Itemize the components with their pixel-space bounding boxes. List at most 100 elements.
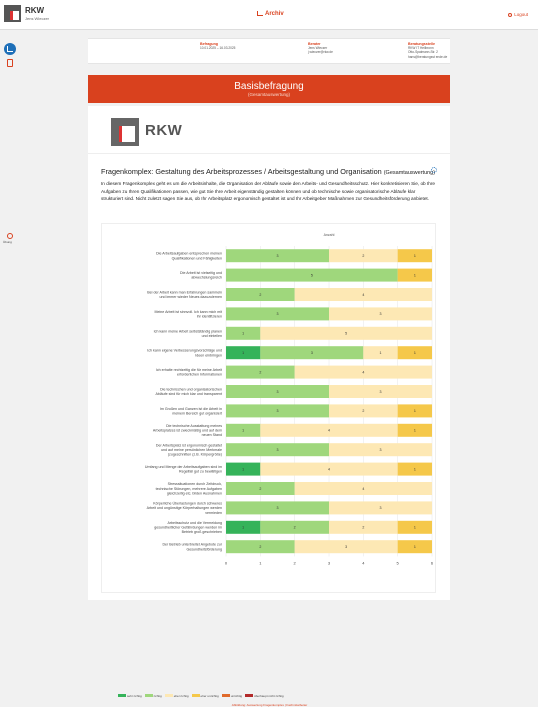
bar-value-label: 1 bbox=[414, 545, 416, 549]
page-subtitle: (Gesamtauswertung) bbox=[247, 92, 291, 97]
bar-segment bbox=[397, 268, 432, 282]
stacked-bar-chart: Anzahl 0 1 2 3 4 5 6 Die Arbeitsaufgaben entspre… bbox=[145, 233, 434, 565]
divider bbox=[88, 153, 450, 154]
bar-value-label: 1 bbox=[414, 409, 416, 413]
bar-segment bbox=[226, 326, 261, 340]
bar-segment bbox=[329, 385, 432, 398]
brand-logo[interactable] bbox=[4, 5, 21, 22]
sidebar-document-icon[interactable] bbox=[7, 59, 13, 67]
category-label: Ich kann eigene Verbesserungsvorschläge … bbox=[147, 349, 222, 358]
legend-swatch bbox=[144, 694, 153, 697]
survey-info: Befragung 10.01.2025 – 16.03.2025 Berate… bbox=[88, 38, 450, 64]
x-tick-label: 1 bbox=[259, 560, 262, 565]
bar-value-label: 1 bbox=[242, 526, 244, 530]
bar-value-label: 4 bbox=[328, 467, 330, 471]
bar-value-label: 1 bbox=[242, 332, 244, 336]
category-label: Bei der Arbeit kann man Erfahrungen samm… bbox=[147, 291, 222, 300]
legend-swatch bbox=[118, 694, 126, 697]
settings-icon[interactable] bbox=[431, 167, 437, 173]
nav-archiv[interactable]: Archiv bbox=[257, 11, 284, 17]
x-tick-label: 6 bbox=[431, 560, 434, 565]
bar-segment bbox=[226, 404, 329, 418]
bar-value-label: 3 bbox=[277, 506, 279, 510]
sidebar-user-icon[interactable] bbox=[7, 233, 13, 239]
category-label: Meine Arbeit ist sinnvoll. Ich kann mich… bbox=[154, 310, 222, 319]
bar-segment bbox=[226, 501, 329, 515]
bar-segment bbox=[226, 249, 329, 263]
bar-segment bbox=[260, 462, 398, 476]
legend-label: unrichtig bbox=[230, 694, 243, 698]
bar-segment bbox=[226, 482, 295, 495]
category-label: Ich kann meine Arbeit selbstständig plan… bbox=[154, 329, 222, 338]
bar-segment bbox=[397, 404, 432, 418]
bar-segment bbox=[329, 307, 432, 321]
bar-value-label: 1 bbox=[414, 526, 416, 530]
bar-value-label: 5 bbox=[345, 332, 347, 336]
beratungsstelle-name: RKW IT Heilbronn bbox=[408, 46, 434, 51]
bar-value-label: 1 bbox=[380, 351, 382, 355]
komplex-description: In diesem Fragenkomplex geht es um die A… bbox=[101, 181, 436, 202]
x-tick-label: 5 bbox=[397, 560, 400, 565]
bar-value-label: 2 bbox=[259, 370, 261, 374]
bar-value-label: 2 bbox=[259, 487, 261, 491]
legend-item: überhaupt nicht richtig bbox=[245, 694, 284, 698]
bar-value-label: 3 bbox=[277, 312, 279, 316]
bar-value-label: 3 bbox=[380, 390, 382, 394]
bar-segment bbox=[397, 520, 432, 534]
bar-value-label: 1 bbox=[414, 467, 416, 471]
top-bar: RKW Jens Wieczer Archiv Logout bbox=[0, 0, 538, 30]
legend-swatch bbox=[221, 694, 230, 697]
nav-archiv-label: Archiv bbox=[265, 11, 284, 17]
logout-button[interactable]: Logout bbox=[508, 12, 528, 17]
bar-value-label: 3 bbox=[277, 254, 279, 258]
chart-container: Anzahl 0 1 2 3 4 5 6 Die Arbeitsaufgaben entspre… bbox=[101, 223, 436, 707]
bar-value-label: 3 bbox=[311, 351, 313, 355]
bar-value-label: 2 bbox=[259, 293, 261, 297]
bar-value-label: 2 bbox=[259, 545, 261, 549]
bar-segment bbox=[260, 326, 432, 340]
info-berater: Berater Jens Wieczer j.wieczer@rkw.de bbox=[308, 42, 333, 55]
legend-swatch bbox=[164, 694, 173, 697]
legend-label: richtig bbox=[153, 694, 162, 698]
bar-segment bbox=[226, 307, 329, 321]
bar-segment bbox=[329, 404, 398, 418]
bar-value-label: 2 bbox=[294, 526, 296, 530]
bar-segment bbox=[226, 268, 398, 282]
beratungsstelle-email: hans@beratungsst ende.de bbox=[408, 54, 448, 59]
bar-value-label: 3 bbox=[345, 545, 347, 549]
category-label: Arbeitsschutz und die Vermeidung gesundhe… bbox=[154, 521, 222, 534]
chart-legend: sehr richtig richtig eher richtig eher unri… bbox=[118, 694, 287, 698]
bar-value-label: 1 bbox=[242, 429, 244, 433]
bar-segment bbox=[226, 385, 329, 398]
bar-value-label: 4 bbox=[362, 293, 364, 297]
sidebar-chart-icon[interactable] bbox=[4, 43, 16, 55]
bar-value-label: 5 bbox=[311, 273, 313, 277]
bar-segment bbox=[397, 540, 432, 554]
bar-value-label: 4 bbox=[328, 429, 330, 433]
brand-subtitle: Jens Wieczer bbox=[25, 16, 50, 21]
category-label: Die Arbeitsaufgaben entsprechen meinen Qu… bbox=[156, 252, 222, 261]
bar-value-label: 1 bbox=[414, 273, 416, 277]
bar-segment bbox=[226, 540, 295, 554]
x-tick-label: 3 bbox=[328, 560, 331, 565]
category-label: Die Arbeit ist vielseitig und abwechslung… bbox=[180, 271, 222, 280]
bar-value-label: 1 bbox=[242, 467, 244, 471]
bar-segment bbox=[226, 365, 295, 379]
info-beratungsstelle: Beratungsstelle RKW IT Heilbronn Otto-Sp… bbox=[408, 42, 447, 59]
berater-name: Jens Wieczer bbox=[308, 46, 328, 51]
berater-label: Berater bbox=[308, 42, 321, 46]
info-befragung: Befragung 10.01.2025 – 16.03.2025 bbox=[200, 42, 235, 50]
bar-segment bbox=[226, 423, 261, 437]
bar-value-label: 2 bbox=[362, 254, 364, 258]
legend-label: überhaupt nicht richtig bbox=[254, 694, 284, 698]
bar-value-label: 3 bbox=[380, 448, 382, 452]
beratungsstelle-street: Otto-Spalmann-Str. 2 bbox=[408, 50, 438, 55]
category-label: Körperliche Überlastungen durch schweres… bbox=[147, 502, 223, 515]
rkw-logo-text: RKW bbox=[145, 122, 183, 139]
category-label: Die technische Ausstattung meines Arbeits… bbox=[153, 424, 222, 437]
chart-source: Abbildung: Auswertung Fragenkomplex | Fa… bbox=[231, 703, 308, 707]
x-tick-label: 0 bbox=[225, 560, 228, 565]
logout-icon bbox=[508, 13, 513, 17]
legend-swatch bbox=[191, 694, 200, 697]
category-label: Der Betrieb unterbreitet Angebote zur Ges… bbox=[162, 543, 222, 552]
